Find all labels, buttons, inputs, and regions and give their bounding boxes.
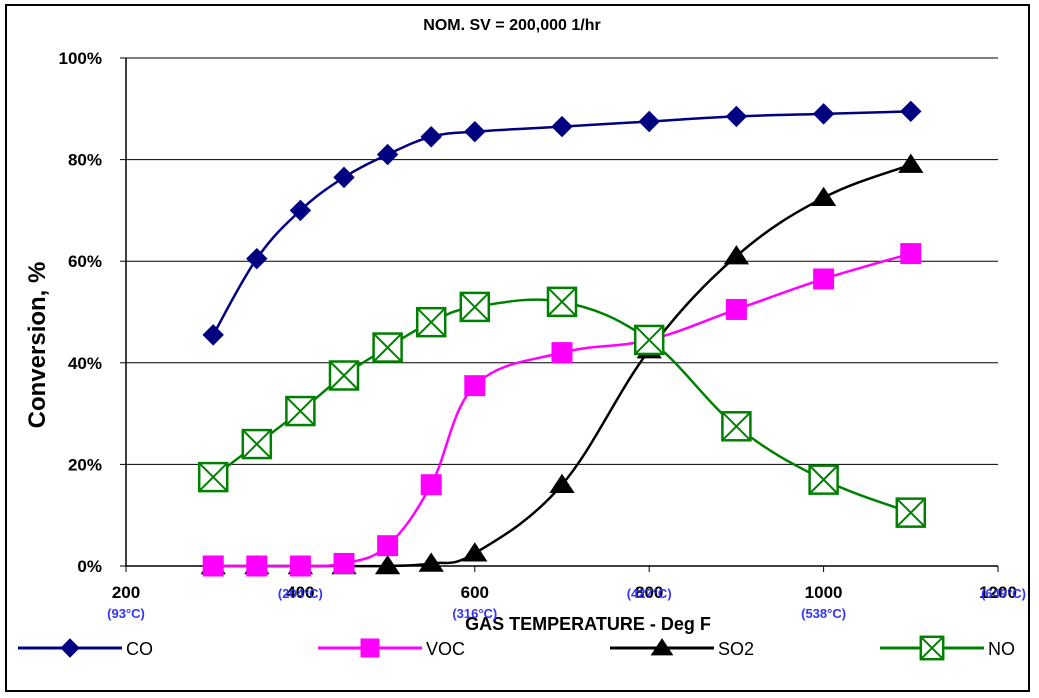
co-marker bbox=[202, 324, 224, 346]
voc-marker bbox=[813, 268, 835, 290]
series-voc bbox=[202, 243, 922, 577]
co-marker bbox=[420, 126, 442, 148]
voc-marker bbox=[289, 555, 311, 577]
co-marker bbox=[812, 103, 835, 125]
no-marker bbox=[459, 291, 491, 323]
co-marker bbox=[246, 247, 268, 270]
co-marker bbox=[551, 115, 573, 138]
voc-marker bbox=[202, 555, 224, 577]
legend-item-no: NO bbox=[880, 635, 1015, 661]
gridlines bbox=[125, 57, 998, 567]
y-tick-label: 60% bbox=[68, 252, 102, 271]
x-tick-label: 200 bbox=[112, 583, 140, 602]
co-marker bbox=[289, 199, 312, 222]
series-co bbox=[202, 100, 922, 346]
no-marker bbox=[415, 306, 447, 338]
voc-marker bbox=[900, 243, 922, 265]
legend-label: CO bbox=[126, 639, 153, 659]
y-tick-label: 20% bbox=[68, 455, 102, 474]
celsius-tick-label: (316°C) bbox=[452, 606, 497, 621]
no-marker bbox=[633, 324, 665, 356]
celsius-tick-label: (427°C) bbox=[627, 586, 672, 601]
series-no bbox=[197, 286, 927, 528]
celsius-tick-label: (649°C) bbox=[981, 586, 1026, 601]
no-marker bbox=[919, 635, 945, 661]
legend: CO VOC SO2 NO bbox=[18, 635, 1015, 661]
legend-label: SO2 bbox=[718, 639, 754, 659]
legend-item-so2: SO2 bbox=[610, 638, 754, 659]
co-marker bbox=[725, 105, 748, 128]
no-marker bbox=[328, 360, 360, 391]
voc-marker bbox=[333, 552, 355, 574]
so2-marker bbox=[810, 186, 837, 206]
chart-frame bbox=[5, 4, 1030, 692]
voc-marker bbox=[246, 555, 268, 577]
legend-label: VOC bbox=[426, 639, 465, 659]
series-so2 bbox=[200, 153, 924, 575]
no-marker bbox=[285, 395, 316, 427]
co-marker bbox=[464, 120, 486, 143]
no-marker bbox=[241, 428, 273, 460]
no-marker bbox=[808, 464, 839, 495]
celsius-tick-label: (93°C) bbox=[107, 606, 145, 621]
co-marker bbox=[638, 110, 660, 133]
co-marker bbox=[60, 638, 80, 658]
y-axis-label: Conversion, % bbox=[24, 262, 51, 429]
series-group bbox=[197, 100, 927, 577]
no-marker bbox=[546, 286, 578, 318]
x-tick-label: 800 bbox=[635, 583, 663, 602]
y-tick-label: 0% bbox=[77, 557, 102, 576]
so2-marker bbox=[549, 473, 575, 493]
x-tick-label: 1000 bbox=[805, 583, 843, 602]
x-tick-label: 600 bbox=[461, 583, 489, 602]
x-axis-ticks: 200 400 600 800 1000 1200 (93°C) (204°C) (316°C)… bbox=[107, 566, 1026, 621]
so2-marker bbox=[898, 153, 924, 173]
chart-title: NOM. SV = 200,000 1/hr bbox=[423, 17, 600, 34]
no-marker bbox=[895, 497, 927, 528]
legend-item-voc: VOC bbox=[318, 638, 465, 659]
y-tick-label: 100% bbox=[59, 49, 102, 68]
no-marker bbox=[372, 332, 403, 363]
co-marker bbox=[333, 166, 355, 189]
y-tick-label: 40% bbox=[68, 354, 102, 373]
voc-marker bbox=[551, 342, 573, 364]
so2-marker bbox=[723, 245, 750, 265]
so2-marker bbox=[418, 552, 444, 572]
x-tick-label: 400 bbox=[286, 583, 314, 602]
voc-marker bbox=[464, 375, 486, 397]
no-marker bbox=[197, 461, 229, 493]
x-tick-label: 1200 bbox=[979, 583, 1017, 602]
no-marker bbox=[721, 411, 752, 442]
series-line-so2 bbox=[213, 163, 912, 568]
celsius-tick-label: (538°C) bbox=[801, 606, 846, 621]
voc-marker bbox=[420, 474, 442, 496]
legend-label: NO bbox=[988, 639, 1015, 659]
y-tick-label: 80% bbox=[68, 151, 102, 170]
so2-marker bbox=[374, 555, 401, 575]
so2-marker bbox=[462, 542, 488, 562]
so2-marker bbox=[650, 638, 674, 656]
voc-marker bbox=[377, 535, 399, 557]
x-axis-label: GAS TEMPERATURE - Deg F bbox=[465, 614, 711, 634]
celsius-tick-label: (204°C) bbox=[278, 586, 323, 601]
legend-item-co: CO bbox=[18, 638, 153, 659]
y-axis-ticks: 0% 20% 40% 60% 80% 100% bbox=[59, 49, 126, 576]
co-marker bbox=[376, 143, 399, 166]
voc-marker bbox=[360, 638, 380, 658]
voc-marker bbox=[725, 298, 747, 320]
co-marker bbox=[900, 100, 922, 123]
